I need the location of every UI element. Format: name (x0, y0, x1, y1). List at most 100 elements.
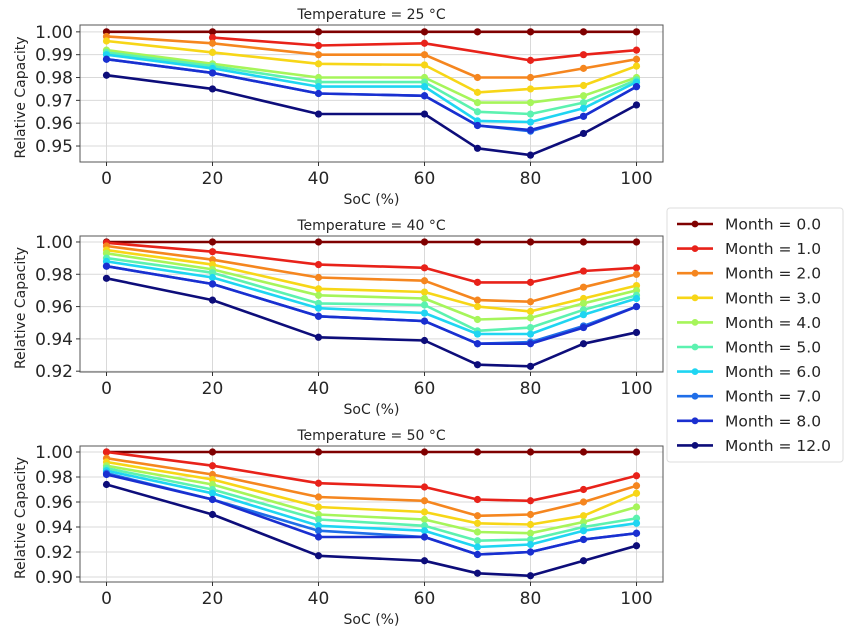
data-point (632, 472, 641, 480)
series-line (106, 39, 637, 94)
data-point (314, 273, 323, 282)
x-axis-label: SoC (%) (344, 402, 400, 418)
data-point (473, 330, 482, 338)
series-line (106, 53, 638, 124)
legend-frame (666, 207, 844, 463)
data-point (473, 144, 482, 152)
y-axis-label: Relative Capacity (13, 247, 29, 369)
x-tick-label: 40 (308, 169, 330, 189)
legend-marker (691, 269, 699, 277)
legend-item: Month = 7.0 (677, 388, 821, 406)
data-point (473, 296, 482, 304)
axes-frame (79, 24, 664, 163)
data-point (579, 238, 588, 246)
data-point (473, 121, 482, 130)
legend-marker (691, 294, 699, 302)
axes-frame (79, 445, 664, 583)
y-tick-label: 1.00 (35, 443, 73, 463)
data-point (526, 330, 535, 338)
series-line (106, 57, 638, 132)
data-point (526, 56, 535, 64)
data-point (208, 33, 217, 42)
series-line (106, 51, 638, 116)
data-point (314, 515, 323, 524)
x-tick-label: 100 (620, 379, 652, 399)
data-point (579, 535, 588, 544)
x-tick-label: 0 (101, 589, 112, 609)
series-12-0 (102, 480, 641, 580)
data-point (314, 552, 323, 560)
data-point (420, 522, 429, 530)
y-tick-label: 0.94 (35, 330, 73, 350)
series-12-0 (102, 71, 641, 159)
data-point (208, 489, 217, 497)
data-point (579, 299, 588, 307)
data-point (314, 41, 323, 50)
legend-marker (691, 417, 699, 425)
data-point (208, 448, 217, 456)
y-axis-label: Relative Capacity (13, 457, 29, 579)
data-point (208, 85, 217, 93)
data-point (420, 497, 429, 505)
series-line (106, 483, 637, 578)
data-point (579, 323, 588, 332)
data-point (579, 51, 588, 59)
data-point (314, 479, 323, 487)
y-tick-label: 0.98 (35, 265, 73, 285)
data-point (314, 333, 323, 341)
series-line (106, 48, 637, 104)
data-point (526, 314, 535, 322)
data-point (420, 92, 429, 100)
data-point (314, 238, 323, 246)
data-point (632, 62, 641, 70)
series-line (106, 241, 637, 284)
data-point (208, 273, 217, 282)
data-point (526, 126, 535, 134)
x-tick-label: 80 (520, 169, 542, 189)
x-tick-label: 40 (308, 379, 330, 399)
series-line (106, 460, 638, 526)
series-line (106, 73, 638, 157)
data-point (473, 340, 482, 348)
series-line (106, 473, 637, 556)
series-line (106, 456, 637, 518)
y-tick-label: 0.90 (35, 568, 73, 588)
data-point (632, 270, 641, 278)
legend-marker (691, 392, 699, 400)
data-point (579, 112, 588, 120)
data-point (526, 510, 535, 519)
data-point (473, 28, 482, 36)
data-point (579, 267, 588, 275)
data-point (102, 55, 111, 63)
legend: Month = 0.0 Month = 1.0 Month = 2.0 Month =… (666, 207, 844, 463)
x-tick-label: 100 (620, 589, 652, 609)
data-point (208, 280, 217, 288)
data-point (420, 238, 429, 246)
data-point (526, 85, 535, 93)
data-point (420, 51, 429, 59)
y-tick-label: 0.96 (35, 114, 73, 134)
legend-label: Month = 0.0 (725, 216, 821, 234)
data-point (579, 527, 588, 535)
y-tick-label: 0.98 (35, 69, 73, 89)
series-line (106, 264, 637, 346)
data-point (632, 482, 641, 490)
data-point (526, 307, 535, 316)
data-point (314, 260, 323, 269)
data-point (102, 262, 111, 270)
legend-marker (691, 245, 699, 253)
data-point (420, 533, 429, 541)
data-point (420, 317, 429, 325)
series-6-0 (102, 467, 641, 551)
subplot-title: Temperature = 40 °C (296, 218, 446, 234)
legend-label: Month = 2.0 (725, 265, 821, 283)
y-tick-label: 0.98 (35, 468, 73, 488)
data-point (473, 448, 482, 456)
data-point (102, 71, 111, 79)
data-point (526, 110, 535, 118)
series-line (212, 36, 637, 62)
data-point (632, 514, 641, 522)
data-point (526, 540, 535, 549)
data-point (314, 291, 323, 299)
